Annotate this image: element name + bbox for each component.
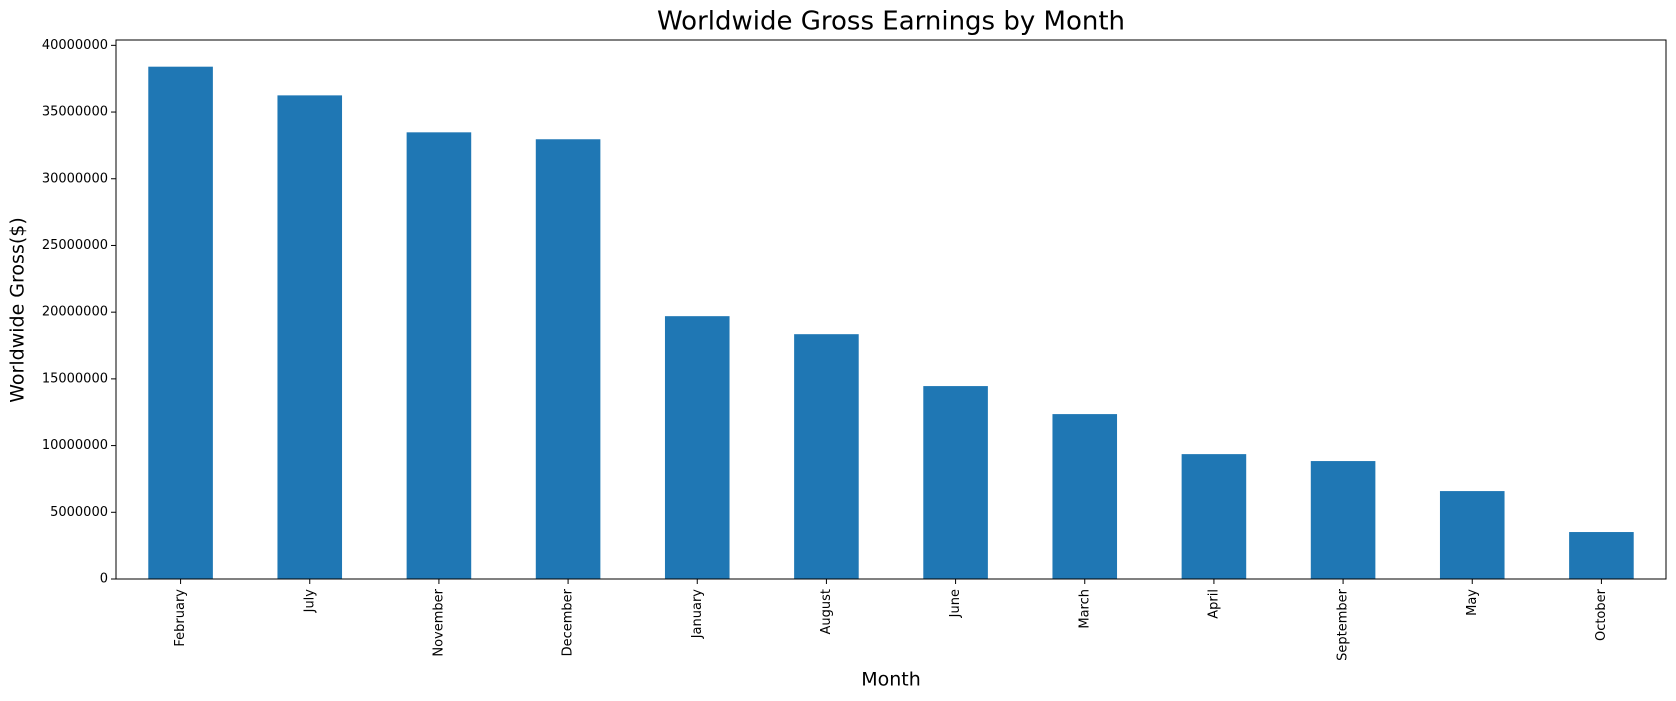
bar	[406, 132, 472, 579]
y-tick-label: 5000000	[50, 505, 108, 520]
x-tick-label: March	[1077, 589, 1092, 629]
y-tick-label: 15000000	[42, 371, 108, 386]
bar	[664, 316, 730, 579]
bar	[1439, 491, 1505, 579]
y-axis-label: Worldwide Gross($)	[7, 217, 29, 403]
bar	[1052, 414, 1118, 579]
bar	[277, 95, 343, 579]
bar	[148, 66, 213, 579]
y-tick-label: 35000000	[42, 105, 108, 120]
x-tick-label: April	[1206, 589, 1221, 619]
plot-frame	[115, 39, 1667, 580]
bar	[794, 334, 859, 579]
x-tick-label: January	[690, 589, 705, 640]
x-tick-label: August	[819, 589, 834, 635]
bar	[535, 139, 601, 579]
y-tick-label: 0	[100, 572, 108, 587]
bar	[923, 386, 988, 579]
chart-title: Worldwide Gross Earnings by Month	[657, 7, 1125, 37]
x-tick-label: November	[431, 588, 446, 656]
y-tick-label: 10000000	[42, 438, 108, 453]
x-axis-label: Month	[861, 669, 921, 691]
y-tick-label: 30000000	[42, 171, 108, 186]
x-tick-label: October	[1594, 588, 1609, 641]
y-tick-label: 20000000	[42, 305, 108, 320]
x-tick-label: February	[173, 589, 188, 647]
y-tick-label: 25000000	[42, 238, 108, 253]
x-tick-label: May	[1465, 589, 1480, 616]
bar	[1569, 532, 1634, 579]
x-tick-label: December	[561, 588, 576, 656]
bar	[1310, 461, 1376, 579]
bar	[1181, 454, 1247, 579]
x-tick-label: June	[948, 589, 963, 618]
y-tick-label: 40000000	[42, 38, 108, 53]
x-tick-label: September	[1336, 588, 1351, 661]
x-tick-label: July	[302, 589, 317, 614]
